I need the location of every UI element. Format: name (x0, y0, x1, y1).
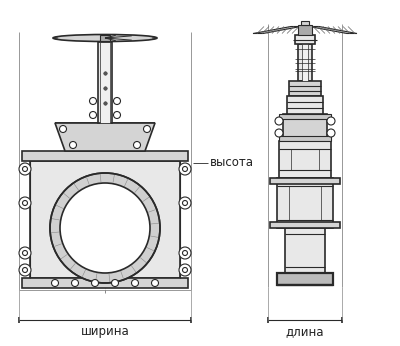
Circle shape (52, 280, 58, 286)
Circle shape (112, 280, 118, 286)
Bar (270, 178, 340, 184)
Circle shape (72, 280, 78, 286)
Circle shape (19, 163, 31, 175)
Bar (100, 35, 110, 41)
Circle shape (327, 129, 335, 137)
Bar (301, 21, 309, 25)
Circle shape (275, 117, 283, 125)
Circle shape (90, 98, 96, 104)
Bar (279, 136, 331, 141)
Bar (283, 114, 327, 141)
Bar (100, 42, 110, 123)
Bar (289, 81, 321, 96)
Bar (298, 25, 312, 35)
Bar (22, 278, 188, 288)
Circle shape (179, 163, 191, 175)
Bar (30, 161, 180, 278)
Bar (98, 42, 112, 123)
Polygon shape (55, 123, 155, 151)
Polygon shape (309, 27, 357, 34)
Bar (279, 141, 331, 178)
Text: длина: длина (286, 326, 324, 338)
Bar (295, 35, 315, 44)
Ellipse shape (53, 35, 157, 42)
Text: высота: высота (210, 156, 254, 170)
Circle shape (179, 197, 191, 209)
Circle shape (114, 98, 120, 104)
Circle shape (92, 280, 98, 286)
Circle shape (19, 247, 31, 259)
Circle shape (60, 183, 150, 273)
Circle shape (70, 142, 76, 148)
Circle shape (19, 197, 31, 209)
Bar (302, 44, 308, 81)
Circle shape (60, 126, 66, 133)
Text: ширина: ширина (81, 326, 129, 338)
Circle shape (179, 247, 191, 259)
Bar (287, 96, 323, 114)
Polygon shape (253, 27, 301, 34)
Circle shape (152, 280, 158, 286)
Bar (277, 178, 333, 228)
Circle shape (90, 111, 96, 118)
Bar (298, 44, 312, 81)
Circle shape (132, 280, 138, 286)
Bar (22, 151, 188, 161)
Circle shape (275, 129, 283, 137)
Circle shape (19, 264, 31, 276)
Bar (277, 273, 333, 285)
Bar (279, 114, 331, 119)
Circle shape (144, 126, 150, 133)
Bar (285, 228, 325, 273)
Circle shape (179, 264, 191, 276)
Circle shape (50, 173, 160, 283)
Circle shape (327, 117, 335, 125)
Circle shape (134, 142, 140, 148)
Bar (270, 222, 340, 228)
Circle shape (114, 111, 120, 118)
